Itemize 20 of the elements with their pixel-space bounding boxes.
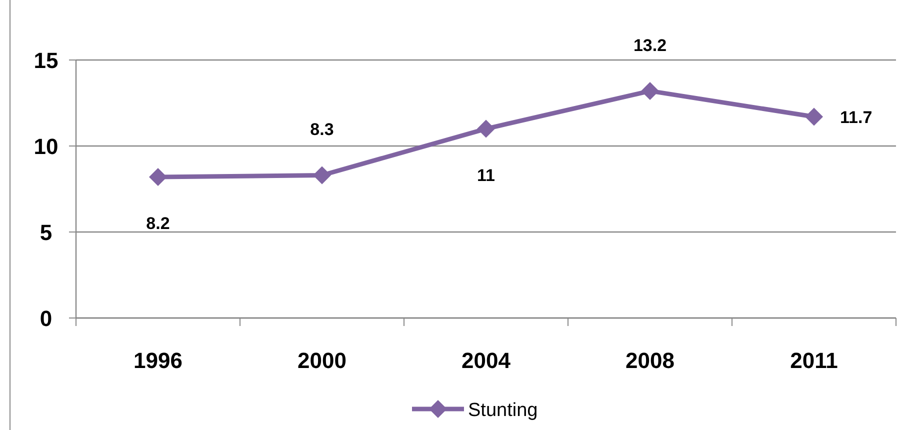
x-tick-label: 2011 xyxy=(790,348,838,373)
y-tick-label: 15 xyxy=(34,48,58,73)
legend-label: Stunting xyxy=(468,400,538,421)
y-tick-label: 0 xyxy=(40,306,52,331)
point xyxy=(313,166,331,184)
data-label: 8.2 xyxy=(146,214,170,233)
x-tick-label: 2008 xyxy=(626,348,674,373)
x-tick-label: 1996 xyxy=(134,348,182,373)
y-tick-label: 10 xyxy=(34,134,58,159)
point xyxy=(477,120,495,138)
x-tick-label: 2004 xyxy=(462,348,512,373)
point xyxy=(805,108,823,126)
data-label: 11 xyxy=(477,166,495,185)
data-label: 11.7 xyxy=(840,108,872,127)
y-tick-label: 5 xyxy=(40,220,52,245)
data-label: 13.2 xyxy=(633,36,667,55)
point xyxy=(149,168,167,186)
point xyxy=(641,82,659,100)
data-label: 8.3 xyxy=(310,120,334,140)
x-tick-label: 2000 xyxy=(298,348,346,373)
